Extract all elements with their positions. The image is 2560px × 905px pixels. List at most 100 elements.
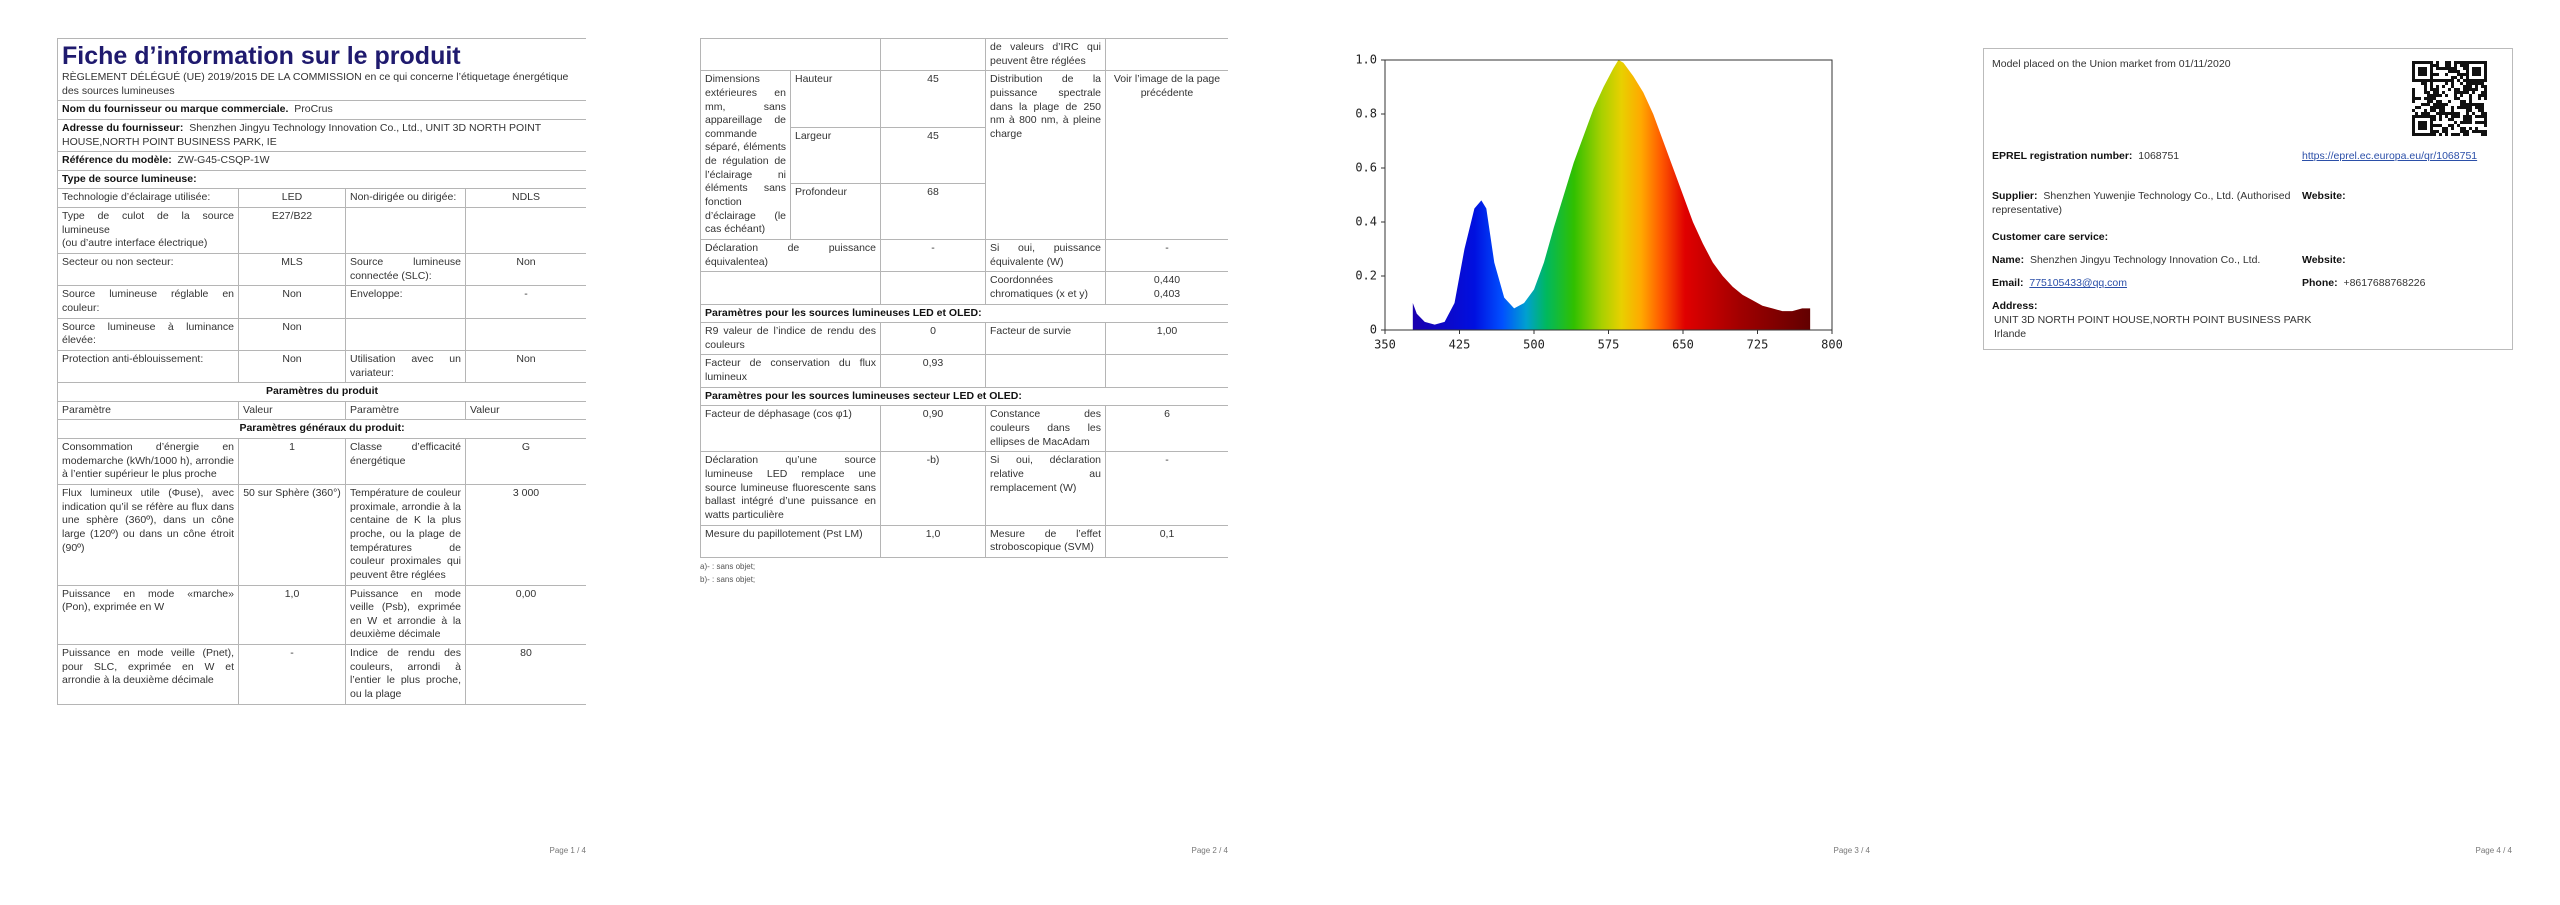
qr-module (2418, 67, 2421, 70)
qr-module (2433, 130, 2436, 133)
qr-module (2466, 118, 2469, 121)
name-website-label: Website: (2302, 254, 2346, 266)
cell: Non (464, 349, 586, 384)
qr-module (2436, 124, 2439, 127)
qr-module (2475, 79, 2478, 82)
qr-module (2451, 118, 2454, 121)
qr-module (2418, 127, 2421, 130)
title-cell: Fiche d’information sur le produit RÈGLEM… (57, 38, 586, 102)
qr-module (2412, 100, 2415, 103)
qr-module (2427, 103, 2430, 106)
qr-module (2433, 103, 2436, 106)
qr-module (2415, 97, 2418, 100)
qr-module (2481, 115, 2484, 118)
qr-module (2481, 94, 2484, 97)
qr-module (2412, 133, 2415, 136)
section-heading: Paramètres pour les sources lumineuses L… (700, 303, 1228, 324)
field-label: Nom du fournisseur ou marque commerciale… (62, 103, 289, 116)
qr-module (2469, 109, 2472, 112)
qr-module (2424, 61, 2427, 64)
qr-module (2475, 127, 2478, 130)
qr-module (2472, 112, 2475, 115)
y-tick-label: 0 (1370, 323, 1377, 337)
qr-module (2442, 67, 2445, 70)
eprel-number: 1068751 (2138, 150, 2180, 162)
qr-module (2424, 70, 2427, 73)
qr-module (2457, 91, 2460, 94)
qr-module (2448, 112, 2451, 115)
qr-module (2442, 127, 2445, 130)
qr-module (2469, 82, 2472, 85)
qr-module (2424, 73, 2427, 76)
qr-module (2430, 64, 2433, 67)
qr-module (2460, 76, 2463, 79)
qr-module (2454, 121, 2457, 124)
qr-module (2439, 112, 2442, 115)
qr-module (2478, 130, 2481, 133)
qr-module (2478, 61, 2481, 64)
qr-module (2481, 133, 2484, 136)
row: Facteur de déphasage (cos φ1) 0,90 Constan… (700, 405, 1228, 453)
qr-module (2454, 88, 2457, 91)
field-value: ZW-G45-CSQP-1W (177, 154, 270, 167)
cell: 0,440 0,403 (1105, 271, 1228, 305)
row: Consommation d’énergie en modemarche (kW… (57, 438, 586, 486)
cell: Facteur de survie (985, 322, 1106, 356)
qr-module (2466, 109, 2469, 112)
qr-module (2433, 97, 2436, 100)
cell: 1,0 (238, 584, 346, 646)
eprel-link[interactable]: https://eprel.ec.europa.eu/qr/1068751 (2302, 150, 2478, 162)
qr-module (2430, 88, 2433, 91)
name-value: Shenzhen Jingyu Technology Innovation Co… (2029, 254, 2261, 266)
qr-module (2430, 130, 2433, 133)
qr-module (2439, 103, 2442, 106)
qr-module (2451, 133, 2454, 136)
qr-module (2436, 85, 2439, 88)
address-line: Irlande (1994, 328, 2027, 340)
qr-module (2430, 97, 2433, 100)
qr-module (2445, 103, 2448, 106)
supplier-row: Supplier: Shenzhen Yuwenjie Technology C… (1992, 189, 2292, 217)
row: Type de culot de la source lumineuse (ou… (57, 207, 586, 255)
qr-module (2433, 73, 2436, 76)
qr-module (2481, 91, 2484, 94)
qr-module (2421, 79, 2424, 82)
qr-module (2427, 112, 2430, 115)
row: Secteur ou non secteur: MLS Source lumineu… (57, 253, 586, 287)
qr-module (2412, 130, 2415, 133)
cell: Distribution de la puissance spectrale d… (985, 70, 1106, 240)
qr-module (2454, 76, 2457, 79)
title: Fiche d’information sur le produit (62, 42, 461, 70)
row: Nom du fournisseur ou marque commerciale… (57, 100, 586, 120)
page-number: Page 3 / 4 (1833, 846, 1870, 855)
qr-module (2484, 130, 2487, 133)
qr-module (2412, 121, 2415, 124)
qr-module (2460, 100, 2463, 103)
qr-module (2472, 88, 2475, 91)
qr-module (2484, 61, 2487, 64)
qr-module (2466, 91, 2469, 94)
qr-module (2466, 61, 2469, 64)
qr-module (2478, 103, 2481, 106)
name-label: Name: (1992, 254, 2025, 266)
qr-module (2430, 121, 2433, 124)
qr-module (2469, 94, 2472, 97)
cell: Non-dirigée ou dirigée: (345, 188, 466, 209)
qr-module (2436, 106, 2439, 109)
qr-module (2484, 115, 2487, 118)
cell: Puissance en mode veille (Pnet), pour SL… (57, 644, 239, 705)
x-tick-label: 425 (1449, 338, 1471, 352)
page-number: Page 4 / 4 (2475, 846, 2512, 855)
row: Paramètres du produit (57, 382, 586, 402)
qr-module (2466, 79, 2469, 82)
qr-module (2430, 67, 2433, 70)
qr-module (2484, 88, 2487, 91)
qr-module (2415, 115, 2418, 118)
market-date: Model placed on the Union market from 01… (1992, 58, 2231, 70)
qr-module (2415, 61, 2418, 64)
x-tick-label: 800 (1821, 338, 1843, 352)
qr-module (2436, 88, 2439, 91)
qr-module (2436, 79, 2439, 82)
qr-module (2412, 88, 2415, 91)
qr-module (2418, 79, 2421, 82)
